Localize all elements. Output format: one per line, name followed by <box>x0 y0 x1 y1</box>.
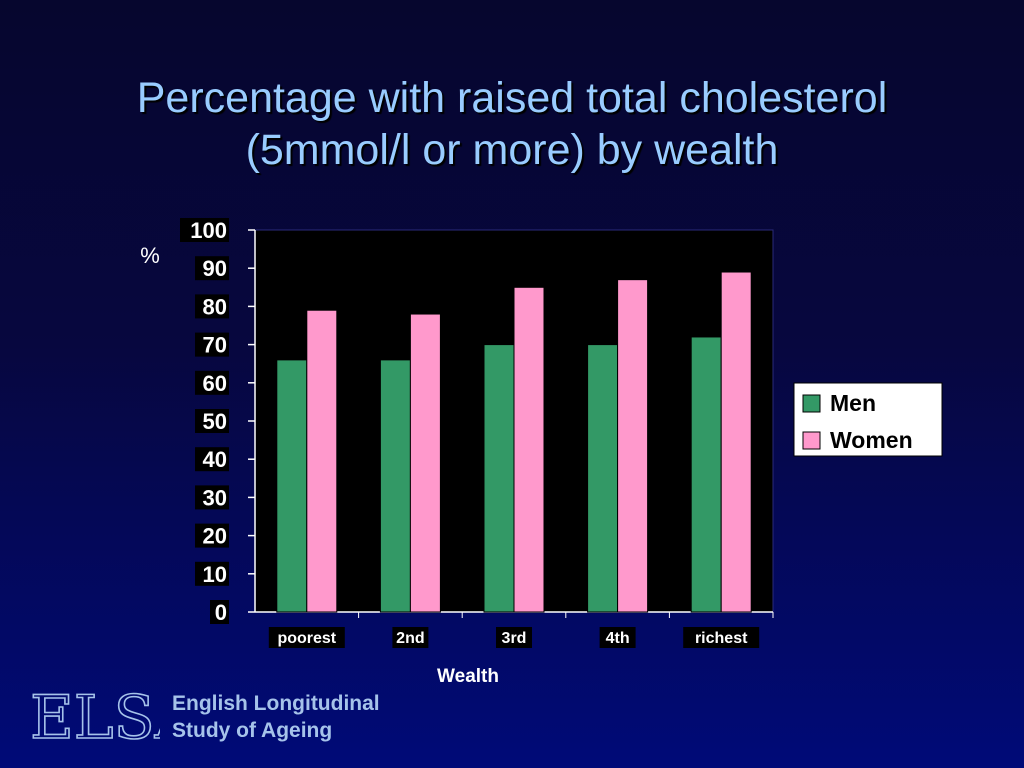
y-tick-label: 70 <box>203 333 227 358</box>
legend-label-women: Women <box>830 427 913 453</box>
x-axis-label: Wealth <box>437 666 499 687</box>
y-tick-label: 20 <box>203 524 227 549</box>
y-tick-label: 90 <box>203 256 227 281</box>
bar-women <box>513 286 545 613</box>
y-axis-label: % <box>140 243 160 268</box>
elsa-logo: ELSA <box>29 686 160 744</box>
bar-women <box>720 271 752 613</box>
y-tick-label: 80 <box>203 294 227 319</box>
y-tick-label: 100 <box>190 218 227 243</box>
y-tick-label-bg <box>195 561 229 586</box>
x-tick-label: 3rd <box>502 630 527 647</box>
legend-swatch-women <box>802 431 821 450</box>
y-tick-label: 60 <box>203 371 227 396</box>
y-tick-label-bg <box>195 409 229 433</box>
y-tick-label-bg <box>195 256 229 281</box>
bar-men <box>587 344 619 613</box>
x-tick-label-bg <box>683 627 760 648</box>
y-tick-label-bg <box>180 218 229 242</box>
x-tick-label-bg <box>496 627 532 648</box>
y-tick-label-bg <box>195 485 229 510</box>
logo-line-2: Study of Ageing <box>172 719 333 742</box>
x-tick-label: poorest <box>277 630 336 647</box>
y-tick-label-bg <box>195 370 229 395</box>
y-tick-label-bg <box>195 447 229 472</box>
x-tick-label: 2nd <box>396 630 424 647</box>
y-tick-label-bg <box>195 332 229 357</box>
bar-women <box>409 313 441 613</box>
y-tick-label: 40 <box>203 447 227 472</box>
bar-men <box>379 359 411 613</box>
logo-line-1: English Longitudinal <box>172 692 380 715</box>
title-line-1: Percentage with raised total cholesterol <box>136 74 888 122</box>
bar-men <box>690 336 722 613</box>
x-tick-label-bg <box>599 627 636 648</box>
logo-caption: English Longitudinal Study of Ageing <box>172 690 380 744</box>
svg-text:ELSA: ELSA <box>30 686 160 744</box>
bar-men <box>483 344 515 613</box>
x-tick-label-bg <box>392 627 429 648</box>
y-tick-label-bg <box>195 523 229 548</box>
y-tick-label-bg <box>210 600 229 624</box>
x-tick-label: 4th <box>606 630 630 647</box>
y-tick-label-bg <box>195 294 229 319</box>
y-tick-label: 30 <box>203 485 227 510</box>
x-tick-label: richest <box>695 630 748 647</box>
bar-women <box>306 309 338 613</box>
legend-swatch-men <box>802 394 821 413</box>
slide-title: Percentage with raised total cholesterol… <box>0 72 1024 176</box>
y-tick-label: 10 <box>203 562 227 587</box>
y-tick-label: 0 <box>215 600 227 625</box>
y-tick-label: 50 <box>203 409 227 434</box>
x-tick-label-bg <box>268 627 345 648</box>
legend-label-men: Men <box>830 390 876 416</box>
title-line-2: (5mmol/l or more) by wealth <box>245 126 779 174</box>
bar-men <box>276 359 308 613</box>
bar-women <box>617 279 649 613</box>
